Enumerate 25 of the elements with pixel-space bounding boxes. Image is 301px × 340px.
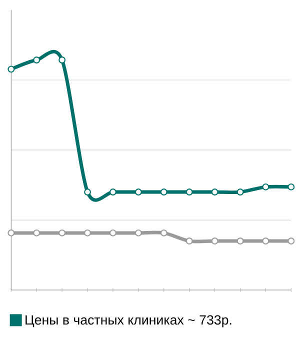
point	[160, 229, 168, 236]
point	[109, 188, 116, 196]
point	[33, 229, 40, 236]
point	[160, 188, 168, 196]
point	[186, 238, 193, 244]
point	[58, 56, 66, 64]
point	[8, 229, 15, 236]
point	[134, 229, 142, 236]
point	[236, 238, 244, 244]
point	[288, 183, 295, 190]
point	[186, 188, 193, 196]
point	[84, 229, 91, 236]
point	[211, 238, 218, 244]
legend-label: Цены в частных клиниках ~ 733р.	[26, 315, 232, 328]
point	[262, 238, 270, 244]
point	[262, 183, 270, 190]
point	[134, 188, 142, 196]
point	[236, 188, 244, 196]
point	[58, 229, 66, 236]
point	[33, 56, 40, 64]
point	[211, 188, 218, 196]
point	[84, 188, 91, 196]
point	[109, 229, 116, 236]
point	[8, 66, 15, 73]
point	[288, 238, 295, 244]
